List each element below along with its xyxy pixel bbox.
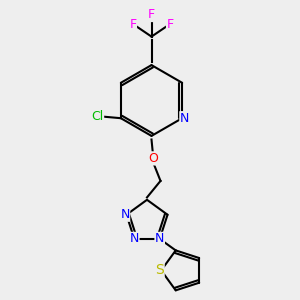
- Text: O: O: [148, 152, 158, 165]
- Text: N: N: [120, 208, 130, 221]
- Text: S: S: [155, 263, 164, 278]
- Text: F: F: [148, 8, 155, 22]
- Text: N: N: [155, 232, 164, 245]
- Text: F: F: [129, 17, 137, 31]
- Text: Cl: Cl: [91, 110, 104, 123]
- Text: F: F: [167, 17, 174, 31]
- Text: N: N: [130, 232, 139, 245]
- Text: N: N: [180, 112, 189, 125]
